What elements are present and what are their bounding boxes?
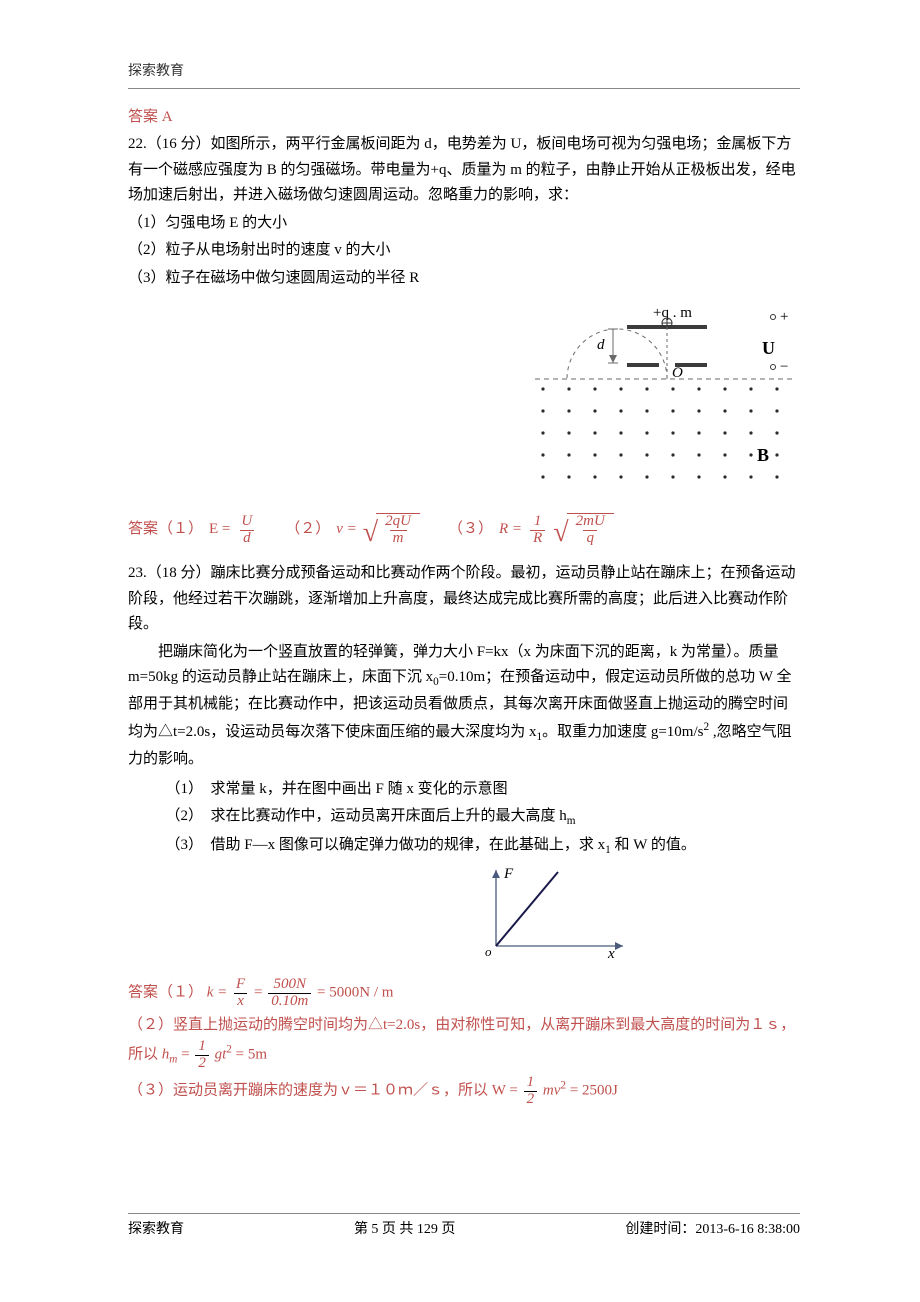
p22-answers: 答案（１） E = Ud （２） v = √2qUm （３） R = 1R √2… <box>128 513 800 548</box>
p23-q2: （2） 求在比赛动作中，运动员离开床面后上升的最大高度 hm <box>166 804 801 831</box>
header-brand: 探索教育 <box>128 60 800 84</box>
label-O: O <box>672 365 683 381</box>
fx-x: x <box>607 946 615 959</box>
fx-O: o <box>485 944 492 959</box>
footer-brand: 探索教育 <box>128 1218 184 1242</box>
label-minus: − <box>780 359 788 375</box>
p22-ans-label: 答案（１） <box>128 517 203 543</box>
p23-ans2: （２）竖直上抛运动的腾空时间均为△t=2.0s，由对称性可知，从离开蹦床到最大高… <box>128 1017 795 1062</box>
footer-created: 创建时间：2013-6-16 8:38:00 <box>625 1218 800 1242</box>
label-qm: +q . m <box>653 305 692 321</box>
answer-21: 答案 A <box>128 105 800 131</box>
p23-para2: 把蹦床简化为一个竖直放置的轻弹簧，弹力大小 F=kx（x 为床面下沉的距离，k … <box>128 640 800 773</box>
label-U: U <box>762 338 775 358</box>
p22-q3: （3）粒子在磁场中做匀速圆周运动的半径 R <box>128 266 800 292</box>
p23-ans-label: 答案（１） <box>128 984 203 1000</box>
p23-questions: （1） 求常量 k，并在图中画出 F 随 x 变化的示意图 （2） 求在比赛动作… <box>166 777 801 861</box>
label-d: d <box>597 337 605 353</box>
fx-graph: F x o <box>478 864 800 969</box>
p22-ans-r-lhs: R = <box>499 517 522 543</box>
p22-ans-e-lhs: E = <box>209 517 230 543</box>
footer-page: 第 5 页 共 129 页 <box>354 1218 456 1242</box>
page-footer: 探索教育 第 5 页 共 129 页 创建时间：2013-6-16 8:38:0… <box>128 1213 800 1242</box>
fx-F: F <box>503 866 514 882</box>
p22-ans-p3: （３） <box>448 517 493 543</box>
p23-q3: （3） 借助 F—x 图像可以确定弹力做功的规律，在此基础上，求 x1 和 W … <box>166 833 801 860</box>
p22-text: 22.（16 分）如图所示，两平行金属板间距为 d，电势差为 U，板间电场可视为… <box>128 132 800 209</box>
header-rule <box>128 88 800 89</box>
p23-para1: 23.（18 分）蹦床比赛分成预备运动和比赛动作两个阶段。最初，运动员静止站在蹦… <box>128 561 800 638</box>
p23-ans3: （３）运动员离开蹦床的速度为ｖ＝１０ｍ／ｓ，所以 <box>128 1083 488 1099</box>
p22-ans-p2: （２） <box>285 517 330 543</box>
p22-q2: （2）粒子从电场射出时的速度 v 的大小 <box>128 238 800 264</box>
p22-diagram: +q . m d + U − <box>535 299 800 499</box>
p23-q1: （1） 求常量 k，并在图中画出 F 随 x 变化的示意图 <box>166 777 801 803</box>
p23-answers: 答案（１） k = Fx = 500N0.10m = 5000N / m （２）… <box>128 977 800 1108</box>
label-plus: + <box>780 309 788 325</box>
p22-ans-v-lhs: v = <box>336 517 357 543</box>
label-B: B <box>757 445 769 465</box>
p22-q1: （1）匀强电场 E 的大小 <box>128 211 800 237</box>
